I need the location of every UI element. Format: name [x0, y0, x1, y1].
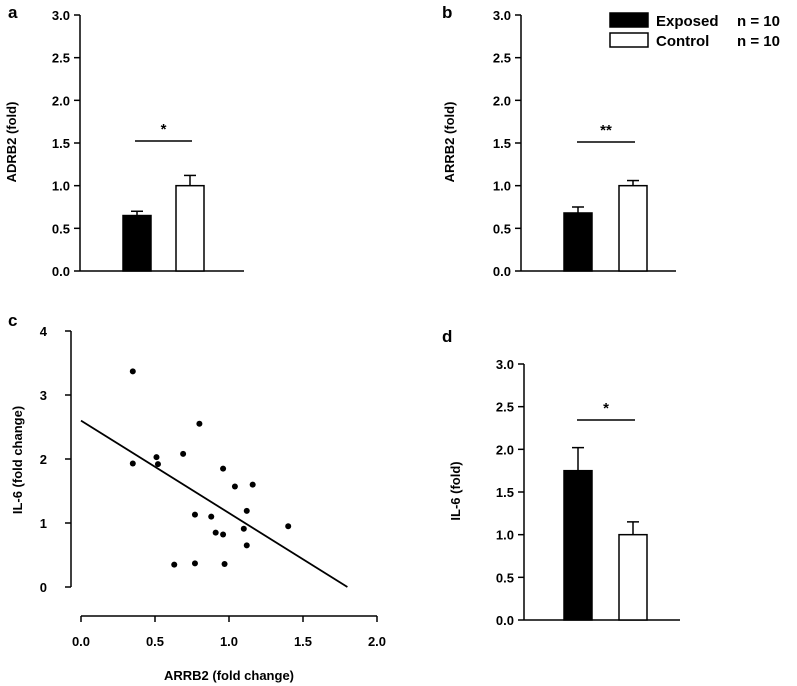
panel-d-y-tick-label: 0.0 — [496, 613, 514, 628]
legend-label-control: Control — [656, 33, 709, 50]
panel-b-bar-exposed — [563, 212, 593, 272]
panel-d-y-tick-label: 2.5 — [496, 400, 514, 415]
panel-c-data-point — [231, 483, 238, 490]
panel-c-data-point — [220, 531, 227, 538]
panel-b-y-tick-label: 1.5 — [493, 136, 511, 151]
panel-c-data-point — [243, 507, 250, 514]
panel-c-data-point — [208, 513, 215, 520]
legend: Exposed n = 10 Control n = 10 — [609, 12, 780, 50]
panel-c-y-tick-label: 0 — [40, 580, 47, 595]
panel-d-y-tick-label: 0.5 — [496, 570, 514, 585]
panel-c-x-tick-label: 0.5 — [146, 634, 164, 649]
panel-c-y-tick-label: 1 — [40, 516, 47, 531]
panel-c-data-point — [220, 465, 227, 472]
panel-c-y-tick-label: 4 — [40, 324, 48, 339]
legend-n-exposed: n = 10 — [737, 13, 780, 30]
panel-c-y-axis-label: IL-6 (fold change) — [10, 406, 25, 514]
panel-a-letter: a — [8, 3, 18, 22]
panel-c-x-tick-label: 0.0 — [72, 634, 90, 649]
panel-d-significance-marker: * — [603, 400, 609, 417]
panel-a: a ADRB2 (fold) 0.0 0.5 1.0 1.5 2.0 2.5 3.0 * — [4, 3, 244, 279]
panel-c-data-point — [212, 529, 219, 536]
panel-c-data-point — [191, 560, 198, 567]
panel-c-data-point — [171, 561, 178, 568]
legend-swatch-exposed — [609, 12, 649, 28]
panel-a-y-tick-label: 1.0 — [52, 179, 70, 194]
panel-b-significance-marker: ** — [600, 122, 612, 139]
panel-c-letter: c — [8, 311, 17, 330]
legend-swatch-control — [609, 32, 649, 48]
panel-c-data-point — [191, 511, 198, 518]
panel-a-y-axis-label: ADRB2 (fold) — [4, 102, 19, 183]
legend-label-exposed: Exposed — [656, 13, 719, 30]
panel-b-bar-control — [618, 184, 648, 272]
panel-c-data-point — [153, 454, 160, 461]
panel-a-bar-exposed — [122, 214, 152, 272]
panel-d: d IL-6 (fold) 0.0 0.5 1.0 1.5 2.0 2.5 3.0 * — [442, 327, 680, 628]
panel-b-y-tick-label: 0.0 — [493, 264, 511, 279]
panel-b-y-tick-label: 1.0 — [493, 179, 511, 194]
panel-d-bar-exposed — [563, 469, 593, 621]
panel-b-y-axis-label: ARRB2 (fold) — [442, 102, 457, 183]
panel-c-x-tick-label: 1.0 — [220, 634, 238, 649]
panel-c-data-point — [285, 523, 292, 530]
panel-a-y-tick-label: 2.5 — [52, 51, 70, 66]
panel-c: c IL-6 (fold change) ARRB2 (fold change)… — [8, 311, 386, 683]
panel-d-bar-control — [618, 533, 648, 621]
panel-a-significance-marker: * — [161, 121, 167, 138]
panel-c-regression-line — [80, 419, 348, 588]
panel-c-x-tick-label: 1.5 — [294, 634, 312, 649]
panel-c-data-point — [129, 460, 136, 467]
panel-b-y-tick-label: 3.0 — [493, 8, 511, 23]
panel-c-data-point — [180, 450, 187, 457]
panel-c-data-point — [243, 542, 250, 549]
panel-c-data-point — [196, 420, 203, 427]
panel-b: b ARRB2 (fold) 0.0 0.5 1.0 1.5 2.0 2.5 3.0 ** — [442, 3, 676, 279]
panel-c-x-tick-label: 2.0 — [368, 634, 386, 649]
panel-b-y-tick-label: 2.0 — [493, 93, 511, 108]
panel-d-y-tick-label: 1.0 — [496, 528, 514, 543]
panel-c-data-point — [249, 481, 256, 488]
panel-b-letter: b — [442, 3, 452, 22]
panel-a-y-tick-label: 2.0 — [52, 93, 70, 108]
panel-c-data-point — [240, 525, 247, 532]
panel-c-data-point — [154, 461, 161, 468]
panel-d-letter: d — [442, 327, 452, 346]
panel-c-y-tick-label: 3 — [40, 388, 47, 403]
panel-b-y-tick-label: 2.5 — [493, 51, 511, 66]
legend-n-control: n = 10 — [737, 33, 780, 50]
panel-a-y-tick-label: 0.5 — [52, 221, 70, 236]
panel-c-data-point — [221, 560, 228, 567]
panel-c-x-axis-label: ARRB2 (fold change) — [164, 668, 294, 683]
panel-c-data-point — [129, 368, 136, 375]
panel-a-y-tick-label: 0.0 — [52, 264, 70, 279]
panel-a-y-tick-label: 1.5 — [52, 136, 70, 151]
panel-c-y-tick-label: 2 — [40, 452, 47, 467]
panel-d-y-tick-label: 2.0 — [496, 442, 514, 457]
panel-b-y-tick-label: 0.5 — [493, 221, 511, 236]
panel-d-y-tick-label: 3.0 — [496, 357, 514, 372]
panel-a-bar-control — [175, 184, 205, 272]
panel-d-y-axis-label: IL-6 (fold) — [448, 461, 463, 520]
panel-a-y-tick-label: 3.0 — [52, 8, 70, 23]
panel-d-y-tick-label: 1.5 — [496, 485, 514, 500]
